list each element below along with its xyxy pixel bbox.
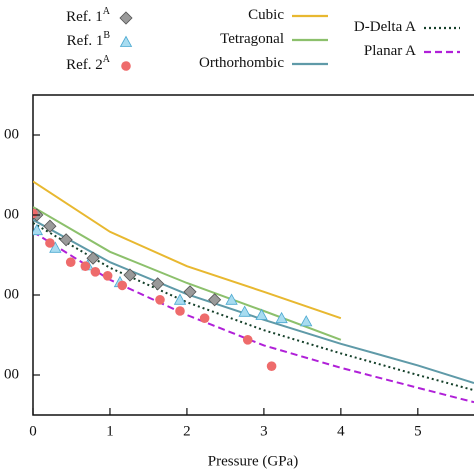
x-tick-label: 5 [414,423,422,439]
data-point [208,293,222,307]
y-tick-label: 00 [4,286,19,302]
legend-sup: A [103,54,111,65]
data-point [242,335,253,345]
data-point [300,315,313,327]
data-point [45,238,55,248]
data-point [173,293,187,305]
data-point [43,219,57,233]
legend-label: Planar A [364,43,416,59]
x-tick-label: 3 [260,423,268,439]
legend-name: Tetragonal [220,31,284,47]
plot-frame [32,94,474,416]
x-tick-label: 0 [29,423,37,439]
legend-label: Ref. 1A [66,6,111,25]
legend-label: Ref. 2A [66,54,111,73]
legend-sup: B [103,30,110,41]
x-tick-label: 1 [106,423,114,439]
legend-marker [119,35,133,47]
data-point [151,277,165,291]
plot-area [33,180,474,404]
line-series [33,218,474,384]
legend-marker [119,11,133,25]
legend-marker [121,61,131,71]
legend-label: Tetragonal [220,31,284,47]
x-axis-label: Pressure (GPa) [208,453,298,469]
legend-name: Ref. 1 [67,33,104,49]
y-tick-label: 00 [4,366,19,382]
data-point [80,261,91,272]
legend-label: Orthorhombic [199,55,284,71]
data-point [155,295,165,305]
data-point [225,293,238,305]
data-point [102,271,113,281]
data-point [65,257,76,268]
x-tick-label: 4 [337,423,345,439]
data-point [117,280,128,291]
legend-name: Ref. 1 [66,9,103,25]
y-tick-label: 00 [4,206,19,222]
legend-label: Cubic [248,7,284,23]
data-point [175,306,185,316]
data-point [183,285,197,299]
data-point [86,251,100,265]
data-point [59,233,73,247]
data-point [266,361,277,372]
data-point [199,313,210,324]
data-point [33,223,44,236]
y-tick-label: 00 [4,126,19,142]
legend-label: D-Delta A [354,19,416,35]
line-series [33,180,342,320]
legend-name: Orthorhombic [199,55,284,71]
legend-name: D-Delta A [354,19,416,35]
data-point [275,311,288,324]
legend-label: Ref. 1B [67,30,111,49]
x-tick-label: 2 [183,423,191,439]
data-point [238,305,251,317]
legend-name: Planar A [364,43,416,59]
data-point [123,268,137,282]
data-point [255,308,268,320]
data-point [49,241,62,253]
line-series [33,222,474,392]
line-series [33,206,342,341]
legend-sup: A [103,6,111,17]
data-point [90,267,101,277]
legend-name: Cubic [248,7,284,23]
data-point [33,208,38,219]
legend-name: Ref. 2 [66,57,103,73]
